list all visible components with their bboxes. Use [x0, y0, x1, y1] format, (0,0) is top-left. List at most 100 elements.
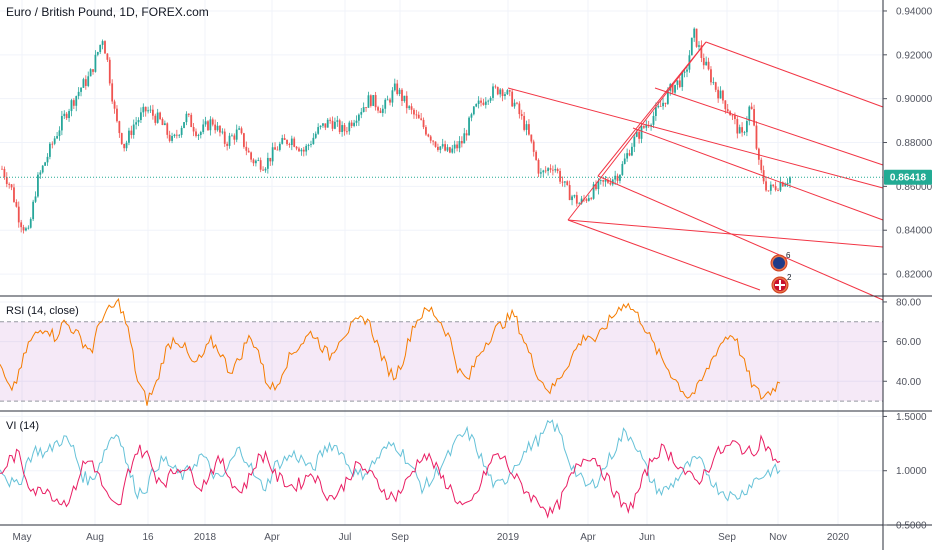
- time-axis[interactable]: May Aug 16 2018 Apr Jul Sep 2019 Apr Jun Sep Nov 202…: [13, 532, 850, 543]
- rsi-tick-label: 80.00: [896, 297, 921, 308]
- candle-body: [142, 106, 145, 113]
- time-tick-label: 2018: [194, 532, 217, 543]
- candle-body: [305, 145, 308, 152]
- candle-body: [154, 115, 157, 123]
- candle-body: [221, 131, 224, 133]
- candle-body: [295, 146, 298, 149]
- candle-body: [542, 170, 545, 173]
- candle-body: [94, 54, 97, 72]
- candle-body: [72, 100, 75, 106]
- pitchfork-line[interactable]: [507, 87, 884, 189]
- candle-body: [286, 139, 288, 145]
- candle-body: [20, 222, 23, 228]
- candle-body: [310, 144, 312, 145]
- pitchfork-line[interactable]: [567, 219, 761, 291]
- candle-body: [367, 95, 370, 108]
- candle-body: [334, 121, 336, 129]
- candle-body: [448, 147, 451, 153]
- candle-body: [266, 157, 269, 169]
- candle-body: [357, 114, 360, 121]
- vi-pane-title: VI (14): [6, 420, 39, 432]
- pitchfork-line[interactable]: [567, 41, 707, 221]
- candle-body: [719, 90, 722, 99]
- candle-body: [561, 181, 564, 183]
- candle-body: [175, 134, 178, 136]
- candle-body: [403, 95, 406, 101]
- candle-body: [765, 181, 767, 191]
- candle-body: [312, 137, 315, 145]
- pitchfork-line[interactable]: [654, 87, 884, 166]
- pitchfork-line[interactable]: [705, 41, 884, 108]
- pitchfork-line[interactable]: [632, 127, 884, 221]
- candle-body: [3, 168, 6, 177]
- candle-body: [70, 100, 73, 112]
- pitchfork-line[interactable]: [597, 41, 707, 177]
- candle-body: [75, 96, 78, 106]
- price-tick-label: 0.90000: [896, 94, 932, 105]
- candle-body: [693, 28, 696, 38]
- candle-body: [705, 61, 708, 66]
- candle-body: [180, 127, 183, 135]
- candle-body: [657, 106, 660, 108]
- price-tick-label: 0.94000: [896, 6, 932, 17]
- candle-body: [329, 119, 332, 121]
- candle-body: [135, 122, 138, 125]
- pitchfork-line[interactable]: [567, 219, 884, 248]
- candle-body: [290, 138, 293, 145]
- candle-body: [616, 175, 619, 181]
- candle-body: [80, 87, 82, 92]
- candle-body: [259, 160, 262, 170]
- candle-body: [496, 87, 499, 95]
- candle-body: [27, 227, 30, 229]
- candle-body: [377, 107, 379, 111]
- candle-body: [231, 135, 233, 137]
- candle-body: [623, 158, 626, 164]
- candle-body: [707, 61, 710, 70]
- candle-body: [518, 103, 521, 115]
- candle-body: [556, 169, 559, 171]
- candle-body: [389, 99, 391, 103]
- candle-body: [156, 112, 159, 123]
- pitchfork-layer[interactable]: [507, 41, 884, 301]
- candle-body: [537, 159, 540, 174]
- vi-layer: [0, 419, 781, 519]
- svg-text:2: 2: [787, 273, 792, 282]
- economic-event-marker-eu[interactable]: 6: [770, 251, 791, 272]
- candle-body: [140, 112, 142, 121]
- economic-event-marker-uk[interactable]: 2: [771, 273, 792, 294]
- candle-body: [233, 135, 236, 140]
- candle-body: [530, 134, 533, 142]
- vi-tick-label: 0.5000: [896, 521, 927, 532]
- candle-body: [381, 108, 384, 113]
- candle-body: [413, 109, 415, 115]
- candle-body: [568, 185, 571, 201]
- time-tick-label: Sep: [391, 532, 409, 543]
- candle-body: [573, 195, 576, 197]
- candle-body: [774, 186, 777, 190]
- candle-body: [602, 180, 605, 182]
- candle-body: [559, 170, 561, 182]
- candle-body: [511, 91, 514, 107]
- candle-body: [10, 184, 13, 188]
- candle-body: [654, 107, 657, 116]
- pitchfork-line[interactable]: [597, 175, 884, 301]
- candle-body: [235, 129, 238, 140]
- candle-body: [113, 101, 116, 109]
- candle-body: [34, 196, 37, 202]
- candle-body: [89, 69, 92, 77]
- candle-body: [650, 124, 652, 127]
- candle-body: [240, 128, 243, 134]
- price-axis[interactable]: 0.94000 0.92000 0.90000 0.88000 0.86000 0.840…: [883, 6, 932, 532]
- candle-body: [106, 53, 109, 60]
- candle-body: [664, 102, 667, 104]
- candle-body: [393, 83, 396, 91]
- candle-body: [386, 99, 389, 101]
- candle-body: [173, 134, 176, 137]
- candle-body: [731, 115, 734, 117]
- candle-body: [446, 147, 449, 151]
- candle-body: [621, 163, 624, 175]
- candle-body: [619, 174, 621, 181]
- candle-body: [738, 127, 741, 134]
